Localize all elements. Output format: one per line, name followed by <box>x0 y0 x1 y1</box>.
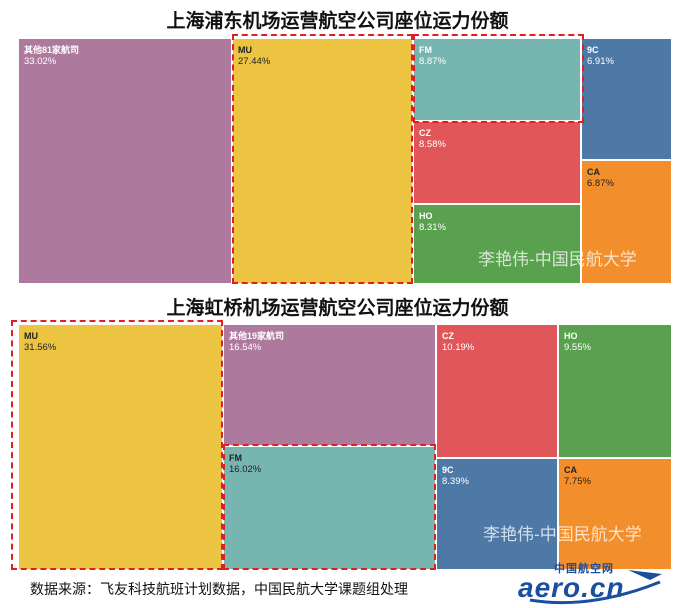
cell-name-label: CZ <box>442 331 454 341</box>
treemap-cell-fm: FM 8.87% <box>413 38 581 121</box>
watermark-text: 李艳伟-中国民航大学 <box>478 250 637 270</box>
treemap-cell-mu: MU 31.56% <box>18 324 223 570</box>
cell-value-label: 33.02% <box>24 56 57 67</box>
watermark-text: 李艳伟-中国民航大学 <box>483 525 642 545</box>
treemap-cell-ho: HO 8.31% <box>413 204 581 284</box>
logo-top-text: 中国航空网 <box>554 563 614 575</box>
cell-value-label: 9.55% <box>564 342 591 353</box>
treemap-cell-19others: 其他19家航司 16.54% <box>223 324 436 446</box>
cell-name-label: FM <box>229 453 242 463</box>
plane-swoosh-icon <box>529 570 662 605</box>
cell-name-label: 9C <box>587 45 599 55</box>
treemap-cell-9c: 9C 8.39% <box>436 458 558 570</box>
cell-name-label: HO <box>564 331 578 341</box>
cell-name-label: 其他81家航司 <box>24 45 80 55</box>
treemap-cell-ho: HO 9.55% <box>558 324 672 458</box>
cell-value-label: 8.39% <box>442 476 469 487</box>
chart-title-hongqiao: 上海虹桥机场运营航空公司座位运力份额 <box>166 297 509 319</box>
treemap-pudong: 其他81家航司 33.02% MU 27.44% FM 8.87% 9C 6.91% CZ 8.5… <box>18 34 672 284</box>
treemap-cell-9c: 9C 6.91% <box>581 38 672 160</box>
cell-name-label: 其他19家航司 <box>229 331 285 341</box>
cell-value-label: 8.58% <box>419 139 446 150</box>
cell-value-label: 8.87% <box>419 56 446 67</box>
cell-name-label: CA <box>587 167 600 177</box>
treemap-cell-cz: CZ 8.58% <box>413 121 581 204</box>
cell-value-label: 10.19% <box>442 342 475 353</box>
treemap-cell-81others: 其他81家航司 33.02% <box>18 38 232 284</box>
aero-cn-logo: 中国航空网 aero.cn <box>510 560 670 606</box>
logo-main-text: aero.cn <box>518 572 625 603</box>
treemap-hongqiao: MU 31.56% 其他19家航司 16.54% FM 16.02% CZ 10.19% HO 9… <box>11 320 672 570</box>
cell-name-label: CZ <box>419 128 431 138</box>
cell-value-label: 16.02% <box>229 464 262 475</box>
cell-name-label: 9C <box>442 465 454 475</box>
chart-title-pudong: 上海浦东机场运营航空公司座位运力份额 <box>166 10 509 32</box>
cell-name-label: MU <box>24 331 38 341</box>
cell-name-label: CA <box>564 465 577 475</box>
cell-name-label: MU <box>238 45 252 55</box>
cell-value-label: 7.75% <box>564 476 591 487</box>
treemap-cell-ca: CA 6.87% <box>581 160 672 284</box>
cell-value-label: 6.91% <box>587 56 614 67</box>
cell-name-label: HO <box>419 211 433 221</box>
source-note: 数据来源：飞友科技航班计划数据，中国民航大学课题组处理 <box>30 582 408 598</box>
treemap-cell-mu: MU 27.44% <box>232 38 413 284</box>
cell-value-label: 27.44% <box>238 56 271 67</box>
cell-value-label: 6.87% <box>587 178 614 189</box>
cell-name-label: FM <box>419 45 432 55</box>
cell-value-label: 16.54% <box>229 342 262 353</box>
cell-value-label: 31.56% <box>24 342 57 353</box>
cell-value-label: 8.31% <box>419 222 446 233</box>
treemap-cell-fm: FM 16.02% <box>223 446 436 570</box>
treemap-cell-ca: CA 7.75% <box>558 458 672 570</box>
treemap-cell-cz: CZ 10.19% <box>436 324 558 458</box>
